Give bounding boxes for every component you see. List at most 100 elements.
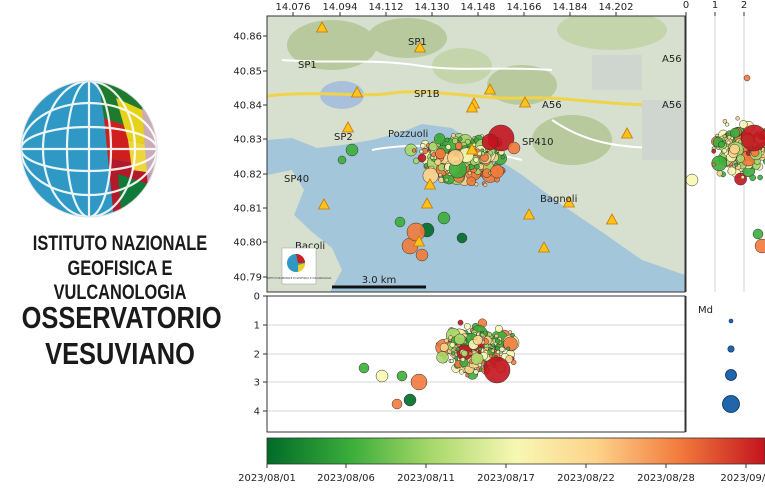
earthquake-marker — [415, 248, 429, 262]
earthquake-marker — [404, 143, 418, 157]
station-triangle-icon — [315, 21, 329, 33]
earthquake-marker — [449, 341, 456, 348]
scale-bar-label: 3.0 km — [362, 275, 397, 286]
earthquake-marker — [494, 333, 499, 339]
longitude-tick-label: 14.166 — [507, 2, 542, 13]
sea — [267, 124, 685, 292]
latitude-ticks: 40.86 40.85 40.84 40.83 40.82 40.81 40.80 40.79 — [233, 32, 267, 284]
earthquake-marker — [752, 228, 764, 240]
earthquake-marker — [477, 362, 483, 368]
earthquake-marker — [727, 166, 737, 176]
earthquake-marker — [444, 177, 450, 183]
side-tick-label: 2 — [741, 0, 747, 11]
earthquake-marker — [411, 148, 417, 153]
earthquake-marker — [465, 373, 470, 378]
earthquake-marker — [495, 350, 501, 355]
latitude-tick-label: 40.79 — [233, 273, 262, 284]
latitude-tick-label: 40.86 — [233, 32, 262, 43]
earthquake-marker — [417, 153, 427, 163]
earthquake-marker — [439, 342, 449, 352]
magnitude-legend: Md — [685, 296, 765, 432]
station-triangle-icon — [537, 241, 551, 253]
longitude-tick-label: 14.130 — [415, 2, 450, 13]
colorbar-tick-label: 2023/08/11 — [397, 473, 455, 484]
earthquake-marker — [749, 174, 756, 182]
earthquake-marker — [488, 353, 493, 358]
longitude-ticks: 14.076 14.094 14.112 14.130 14.148 14.166 14.1… — [276, 2, 634, 16]
place-label-bacoli: Bacoli — [295, 241, 325, 252]
depth-tick-label: 3 — [254, 378, 260, 389]
station-triangle-icon — [483, 83, 497, 95]
seismicity-figure: 14.076 14.094 14.112 14.130 14.148 14.166 14.1… — [233, 0, 765, 484]
earthquake-marker — [470, 352, 484, 366]
depth-tick-label: 1 — [254, 321, 260, 332]
earthquake-marker — [729, 143, 740, 155]
earthquake-marker — [711, 162, 716, 167]
station-triangle-icon — [350, 86, 364, 98]
depth-earthquake-layer — [358, 318, 520, 410]
earthquake-marker — [437, 211, 451, 225]
earthquake-marker — [460, 357, 466, 362]
earthquake-marker — [445, 144, 452, 150]
longitude-tick-label: 14.148 — [461, 2, 496, 13]
depth-tick-label: 4 — [254, 407, 260, 418]
earthquake-marker — [455, 347, 460, 352]
earthquake-marker — [451, 137, 459, 145]
earthquake-marker — [454, 142, 463, 150]
station-triangle-icon — [341, 121, 355, 133]
earthquake-marker — [391, 398, 403, 410]
earthquake-marker — [500, 155, 505, 160]
longitude-tick-label: 14.202 — [599, 2, 634, 13]
colorbar-tick-label: 2023/08/01 — [238, 473, 296, 484]
earthquake-marker — [428, 142, 438, 152]
magnitude-legend-marker — [728, 318, 734, 324]
earthquake-marker — [435, 148, 446, 159]
earthquake-marker — [725, 122, 730, 127]
earthquake-marker — [458, 369, 465, 375]
longitude-tick-label: 14.076 — [276, 2, 311, 13]
earthquake-marker — [464, 138, 471, 145]
colorbar-tick-label: 2023/08/17 — [477, 473, 535, 484]
longitude-tick-label: 14.094 — [323, 2, 358, 13]
earthquake-marker — [506, 346, 511, 351]
road-label: SP40 — [284, 174, 309, 185]
earthquake-marker — [431, 152, 436, 158]
station-triangle-icon — [420, 197, 434, 209]
earthquake-marker — [490, 348, 495, 353]
road-label: SP1 — [298, 60, 317, 71]
earthquake-marker — [375, 369, 389, 383]
earthquake-marker — [467, 171, 472, 176]
institute-name-line-2: GEOFISICA E VULCANOLOGIA — [53, 257, 187, 304]
earthquake-marker — [434, 133, 446, 145]
earthquake-marker — [740, 124, 765, 152]
station-triangle-icon — [317, 198, 331, 210]
earthquake-marker — [481, 133, 499, 151]
earthquake-marker — [434, 158, 442, 166]
earthquake-marker — [505, 355, 514, 363]
earthquake-marker — [477, 350, 482, 355]
earthquake-marker — [436, 351, 449, 364]
latitude-tick-label: 40.85 — [233, 67, 262, 78]
earthquake-marker — [503, 336, 518, 352]
earthquake-marker — [491, 343, 496, 348]
earthquake-marker — [473, 157, 479, 163]
depth-tick-label: 0 — [254, 292, 260, 303]
station-triangle-icon — [620, 127, 634, 139]
longitude-tick-label: 14.184 — [553, 2, 588, 13]
earthquake-marker — [345, 143, 359, 157]
earthquake-marker — [490, 164, 504, 179]
earthquake-marker — [734, 162, 739, 167]
station-triangle-icon — [413, 41, 427, 53]
depth-section-panel: 0 1 2 3 4 — [254, 292, 686, 433]
station-triangle-icon — [518, 96, 532, 108]
latitude-tick-label: 40.81 — [233, 204, 262, 215]
road-label: SP1 — [408, 37, 427, 48]
earthquake-marker — [483, 356, 511, 384]
earthquake-marker — [711, 155, 728, 172]
earthquake-marker — [450, 351, 456, 356]
earthquake-marker — [394, 216, 406, 228]
colorbar-tick-label: 2023/08/22 — [557, 473, 615, 484]
earthquake-marker — [726, 140, 731, 145]
earthquake-marker — [447, 149, 464, 166]
observatory-name-line-2: VESUVIANO — [45, 336, 195, 371]
